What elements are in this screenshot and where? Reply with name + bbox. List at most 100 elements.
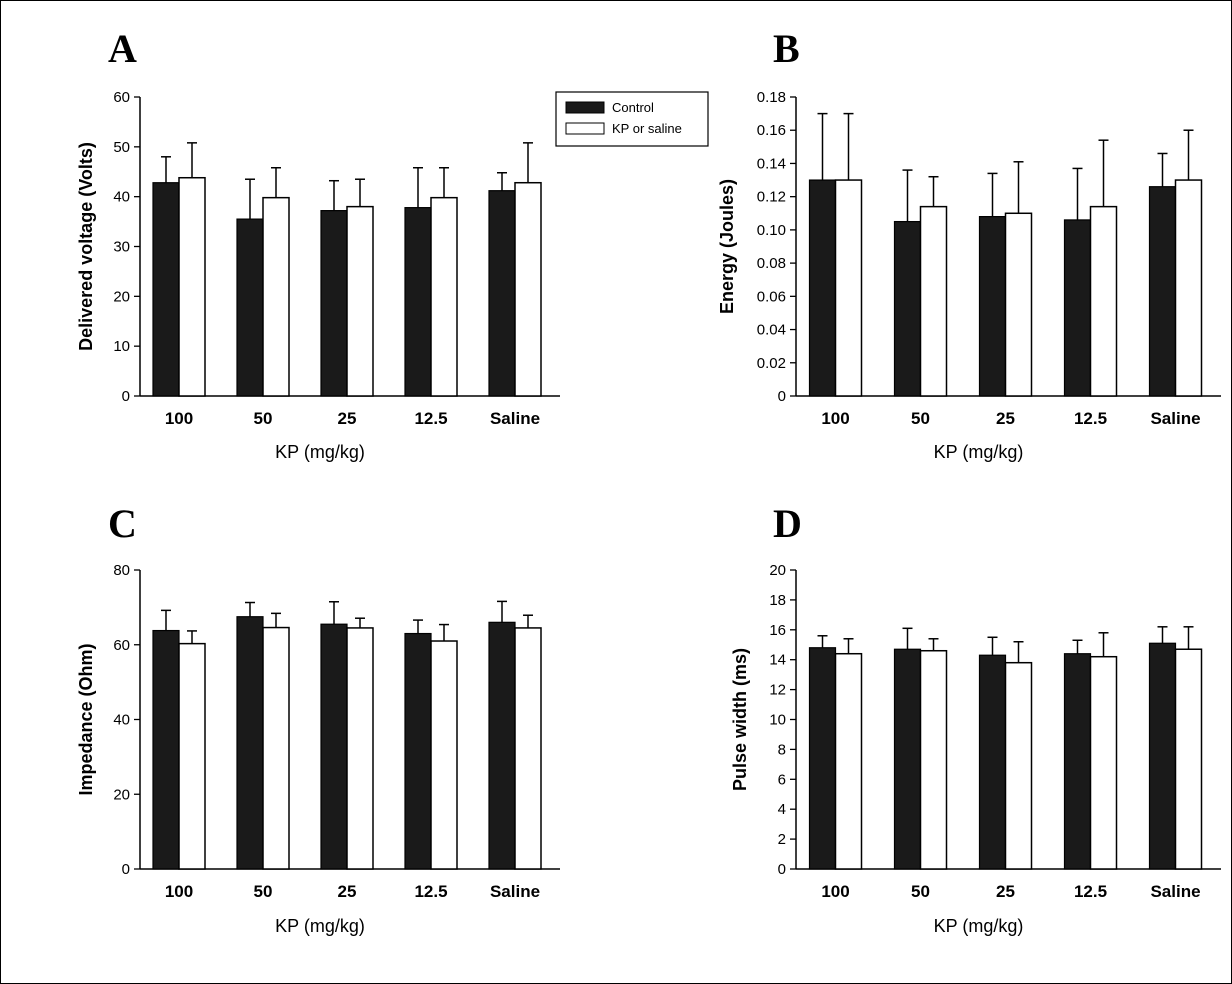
x-tick-label: 25 xyxy=(338,882,357,901)
bar-treatment xyxy=(919,649,948,870)
y-tick-label: 0 xyxy=(778,388,786,405)
x-axis-label: KP (mg/kg) xyxy=(934,916,1024,936)
bar-control xyxy=(1148,642,1177,870)
chart-panel-b: B 0 0.02 0.04 0.06 0.08 0.10 0.12 0.14 0.16 0.18 En… xyxy=(717,26,1221,462)
y-tick-label: 0.14 xyxy=(757,155,786,172)
x-tick-label: 100 xyxy=(165,882,193,901)
bar-treatment xyxy=(1174,179,1203,397)
legend: Control KP or saline xyxy=(555,91,709,147)
legend-label-control: Control xyxy=(612,100,654,115)
x-tick-label: 50 xyxy=(254,409,273,428)
bar-control xyxy=(1063,219,1092,397)
bar-control xyxy=(404,632,432,870)
chart-panel-a: A 0 10 20 30 40 50 60 Delivered voltage (Volts) K… xyxy=(76,26,560,462)
y-axis-label: Delivered voltage (Volts) xyxy=(76,142,96,351)
x-tick-label: 25 xyxy=(338,409,357,428)
y-axis-label: Impedance (Ohm) xyxy=(76,643,96,795)
y-tick-label: 0.02 xyxy=(757,355,786,372)
bar-treatment xyxy=(346,205,374,397)
y-tick-label: 20 xyxy=(113,786,130,803)
bar-control xyxy=(1148,186,1177,397)
x-tick-label: 50 xyxy=(911,409,930,428)
y-tick-label: 60 xyxy=(113,89,130,106)
bar-treatment xyxy=(430,640,458,870)
x-tick-label: 25 xyxy=(996,409,1015,428)
bar-treatment xyxy=(1174,648,1203,870)
y-tick-label: 80 xyxy=(113,562,130,579)
bar-control xyxy=(893,648,922,870)
bar-treatment xyxy=(262,626,290,870)
bar-control xyxy=(152,182,180,397)
bar-treatment xyxy=(1089,205,1118,397)
y-tick-label: 2 xyxy=(778,831,786,848)
y-tick-label: 6 xyxy=(778,771,786,788)
panel-label: D xyxy=(773,501,802,546)
y-tick-label: 16 xyxy=(769,622,786,639)
bar-control xyxy=(1063,653,1092,870)
x-tick-label: 50 xyxy=(911,882,930,901)
y-tick-label: 4 xyxy=(778,801,786,818)
bar-control xyxy=(488,621,516,870)
x-axis-label: KP (mg/kg) xyxy=(934,442,1024,462)
y-tick-label: 10 xyxy=(769,712,786,729)
bar-control xyxy=(488,190,516,397)
y-tick-label: 0.10 xyxy=(757,222,786,239)
chart-panel-d: D 0 2 4 6 8 10 12 14 16 18 20 Pulse width (ms) KP (mg… xyxy=(730,501,1221,936)
bar-treatment xyxy=(430,196,458,397)
bar-control xyxy=(978,216,1007,397)
y-tick-label: 14 xyxy=(769,652,786,669)
x-tick-label: Saline xyxy=(490,882,540,901)
bar-treatment xyxy=(1004,212,1033,397)
legend-swatch-control xyxy=(565,101,605,114)
x-tick-label: Saline xyxy=(1150,409,1200,428)
bar-control xyxy=(978,654,1007,870)
bar-treatment xyxy=(514,627,542,870)
x-tick-label: 100 xyxy=(165,409,193,428)
y-axis-label: Pulse width (ms) xyxy=(730,648,750,791)
y-tick-label: 0.06 xyxy=(757,288,786,305)
bar-treatment xyxy=(1089,655,1118,870)
x-tick-label: 12.5 xyxy=(414,882,447,901)
x-tick-label: 12.5 xyxy=(414,409,447,428)
x-tick-label: 25 xyxy=(996,882,1015,901)
y-tick-label: 0 xyxy=(778,861,786,878)
y-tick-label: 0.16 xyxy=(757,122,786,139)
bar-control xyxy=(236,218,264,397)
y-tick-label: 0.12 xyxy=(757,189,786,206)
x-tick-label: Saline xyxy=(1150,882,1200,901)
bar-control xyxy=(320,210,348,397)
y-tick-label: 30 xyxy=(113,239,130,256)
bar-control xyxy=(893,220,922,397)
y-tick-label: 40 xyxy=(113,712,130,729)
y-tick-label: 12 xyxy=(769,682,786,699)
x-tick-label: Saline xyxy=(490,409,540,428)
bar-control xyxy=(152,629,180,870)
bar-control xyxy=(404,207,432,397)
x-tick-label: 12.5 xyxy=(1074,409,1107,428)
bar-treatment xyxy=(178,176,206,397)
y-tick-label: 10 xyxy=(113,338,130,355)
y-tick-label: 50 xyxy=(113,139,130,156)
bar-treatment xyxy=(919,205,948,397)
y-tick-label: 0.18 xyxy=(757,89,786,106)
legend-box xyxy=(555,91,709,147)
y-axis-label: Energy (Joules) xyxy=(717,179,737,314)
bar-treatment xyxy=(1004,661,1033,870)
y-tick-label: 8 xyxy=(778,741,786,758)
bar-treatment xyxy=(834,652,863,870)
bar-treatment xyxy=(262,196,290,397)
legend-swatch-treatment xyxy=(565,122,605,135)
x-tick-label: 100 xyxy=(821,409,849,428)
bar-control xyxy=(236,616,264,870)
y-tick-label: 0.04 xyxy=(757,322,786,339)
x-axis-label: KP (mg/kg) xyxy=(275,442,365,462)
legend-label-treatment: KP or saline xyxy=(612,121,682,136)
y-tick-label: 60 xyxy=(113,637,130,654)
y-tick-label: 20 xyxy=(769,562,786,579)
x-tick-label: 12.5 xyxy=(1074,882,1107,901)
panel-label: A xyxy=(108,26,137,71)
x-tick-label: 50 xyxy=(254,882,273,901)
y-tick-label: 0 xyxy=(122,861,130,878)
chart-panel-c: C 0 20 40 60 80 Impedance (Ohm) KP (mg/kg) 100 50… xyxy=(76,501,560,936)
